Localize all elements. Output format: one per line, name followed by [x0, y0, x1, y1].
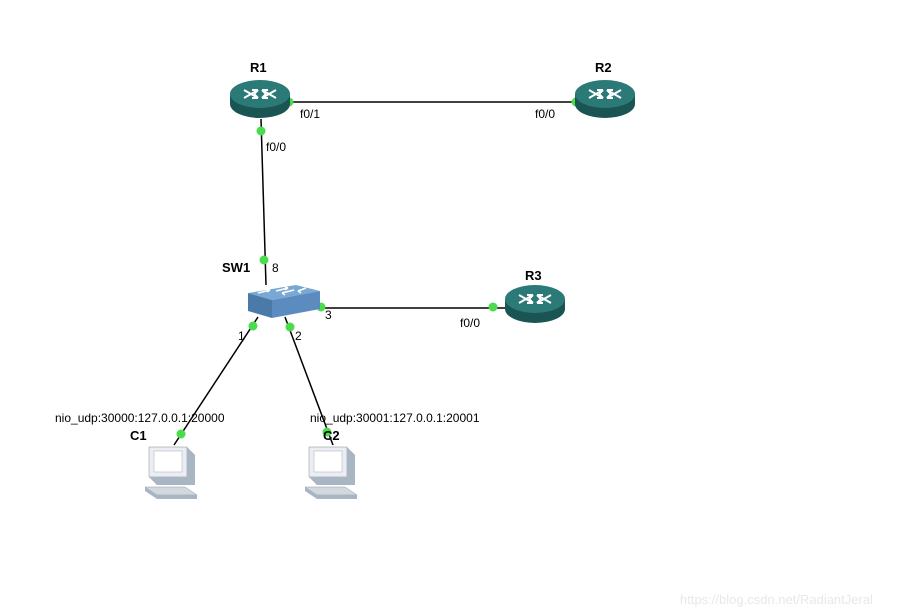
port-label: f0/1: [300, 107, 320, 121]
device-label: R3: [525, 268, 542, 283]
pc-icon[interactable]: [145, 447, 197, 499]
link-status-dot: [260, 256, 269, 265]
port-label: nio_udp:30001:127.0.0.1:20001: [310, 411, 480, 425]
port-label: 8: [272, 261, 279, 275]
router-icon[interactable]: [230, 80, 290, 118]
device-label: R1: [250, 60, 267, 75]
port-label: f0/0: [535, 107, 555, 121]
port-label: 3: [325, 308, 332, 322]
device-label: C2: [323, 428, 340, 443]
link-status-dot: [177, 430, 186, 439]
device-label: C1: [130, 428, 147, 443]
device-label: R2: [595, 60, 612, 75]
link-status-dot: [249, 322, 258, 331]
pc-icon[interactable]: [305, 447, 357, 499]
port-label: f0/0: [460, 316, 480, 330]
link-status-dot: [489, 303, 498, 312]
switch-icon[interactable]: [248, 285, 320, 318]
network-diagram: [0, 0, 906, 610]
port-label: 1: [238, 329, 245, 343]
link-status-dot: [286, 323, 295, 332]
link-status-dot: [257, 127, 266, 136]
network-link: [174, 317, 258, 445]
network-link: [285, 317, 333, 445]
device-label: SW1: [222, 260, 250, 275]
port-label: nio_udp:30000:127.0.0.1:20000: [55, 411, 225, 425]
watermark-text: https://blog.csdn.net/RadiantJeral: [680, 592, 873, 607]
port-label: f0/0: [266, 140, 286, 154]
router-icon[interactable]: [575, 80, 635, 118]
port-label: 2: [295, 329, 302, 343]
router-icon[interactable]: [505, 285, 565, 323]
